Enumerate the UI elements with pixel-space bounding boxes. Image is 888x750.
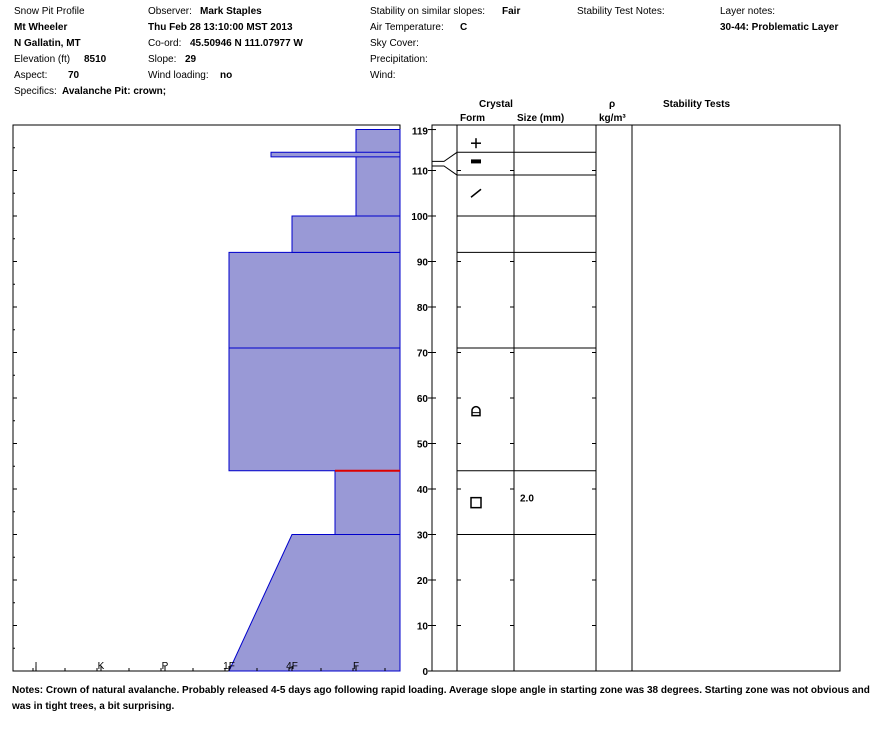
stability-label: Stability on similar slopes: [370,6,486,17]
hardness-layer [228,251,401,472]
observer-value: Mark Staples [200,6,262,17]
notes-text: Crown of natural avalanche. Probably rel… [12,685,870,712]
hardness-layer [355,129,401,217]
elevation-value: 8510 [84,54,107,65]
hardness-label: K [98,661,105,672]
stability-notes-label: Stability Test Notes: [577,6,665,17]
stability-value: Fair [502,6,521,17]
hardness-layer [334,470,401,535]
depth-tick-label: 50 [417,440,429,451]
datetime: Thu Feb 28 13:10:00 MST 2013 [148,22,293,33]
grain-size-label: 2.0 [520,494,534,505]
depth-tick-label: 80 [417,303,429,314]
depth-tick-label: 20 [417,576,429,587]
depth-tick-label: 60 [417,394,429,405]
slope-value: 29 [185,54,197,65]
depth-tick-label: 30 [417,531,429,542]
wind-label: Wind: [370,70,396,81]
specifics-value: Avalanche Pit: crown; [62,86,167,97]
crystal-header: Crystal [479,99,513,110]
sky-cover-label: Sky Cover: [370,38,419,49]
grain-square-icon [470,496,482,509]
region-name: N Gallatin, MT [14,38,81,49]
notes-label: Notes: [12,685,44,696]
stability-tests-header: Stability Tests [663,99,731,110]
form-header: Form [460,113,485,124]
observer-label: Observer: [148,6,192,17]
depth-tick-label: 40 [417,485,429,496]
depth-tick-label: 70 [417,349,429,360]
snow-depth-label: 119 [412,127,429,138]
wind-loading-value: no [220,70,233,81]
air-temp-value: C [460,22,468,33]
layer-connector [432,165,458,176]
specifics-label: Specifics: [14,86,57,97]
coord-value: 45.50946 N 111.07977 W [190,38,303,49]
coord-label: Co-ord: [148,38,182,49]
grain-dash-icon [471,159,481,164]
hardness-layer [228,534,401,672]
layer-connector [432,151,458,162]
profile-title: Snow Pit Profile [14,6,85,17]
depth-tick-label: 110 [412,167,429,178]
hardness-label: 1F [223,661,235,672]
depth-tick-label: 100 [411,212,428,223]
size-header: Size (mm) [517,113,565,124]
grain-cup-icon [471,405,481,417]
hardness-label: I [35,661,38,672]
hardness-label: F [353,661,359,672]
aspect-value: 70 [68,70,80,81]
wind-loading-label: Wind loading: [148,70,209,81]
layer-notes-label: Layer notes: [720,6,776,17]
precipitation-label: Precipitation: [370,54,428,65]
elevation-label: Elevation (ft) [14,54,71,65]
density-unit-header: kg/m³ [599,113,626,124]
slope-label: Slope: [148,54,177,65]
hardness-layer [270,151,401,158]
depth-tick-label: 90 [417,258,429,269]
hardness-layer [291,215,401,253]
grain-slash-icon [470,188,482,198]
table-frame [431,124,841,672]
hardness-label: P [162,661,169,672]
depth-tick-label: 0 [422,667,428,678]
layer-notes-value: 30-44: Problematic Layer [720,22,839,33]
hardness-label: 4F [286,661,298,672]
location-name: Mt Wheeler [14,22,68,33]
rho-header: ρ [609,99,616,110]
notes-block: Notes: Crown of natural avalanche. Proba… [12,683,872,715]
air-temp-label: Air Temperature: [370,22,444,33]
aspect-label: Aspect: [14,70,48,81]
depth-tick-label: 10 [417,622,429,633]
